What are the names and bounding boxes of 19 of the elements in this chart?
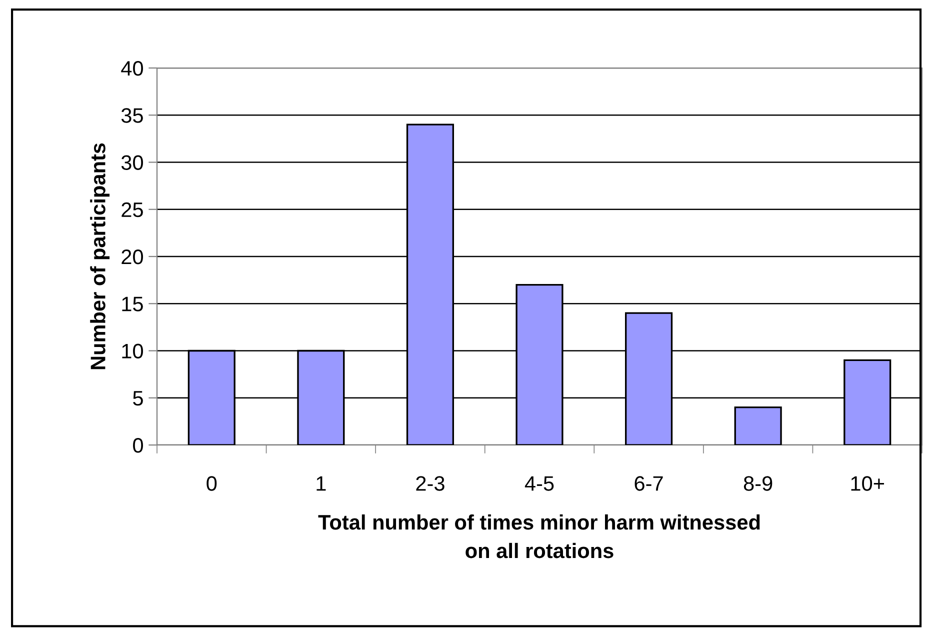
x-tick-label: 2-3 <box>416 476 444 491</box>
y-tick-label: 35 <box>121 108 143 123</box>
x-tick-label: 1 <box>316 476 326 491</box>
x-axis-title: Total number of times minor harm witnessed on all rotations <box>318 514 760 558</box>
x-tick-label: 10+ <box>851 476 884 491</box>
y-axis-title: Number of participants <box>90 143 110 370</box>
x-tick-label: 0 <box>206 476 217 491</box>
y-tick-label: 25 <box>122 202 143 218</box>
y-tick-label: 5 <box>133 391 143 406</box>
x-tick-label: 6-7 <box>634 476 663 491</box>
y-tick-label: 30 <box>121 155 143 170</box>
bar <box>734 406 782 445</box>
x-tick-label: 8-9 <box>744 476 772 491</box>
y-tick-label: 10 <box>122 344 143 359</box>
y-tick-label: 40 <box>121 61 143 76</box>
y-tick-label: 15 <box>122 296 143 312</box>
y-tick-label: 20 <box>122 250 143 264</box>
x-tick-label: 4-5 <box>524 476 554 491</box>
y-tick-label: 0 <box>133 438 143 453</box>
